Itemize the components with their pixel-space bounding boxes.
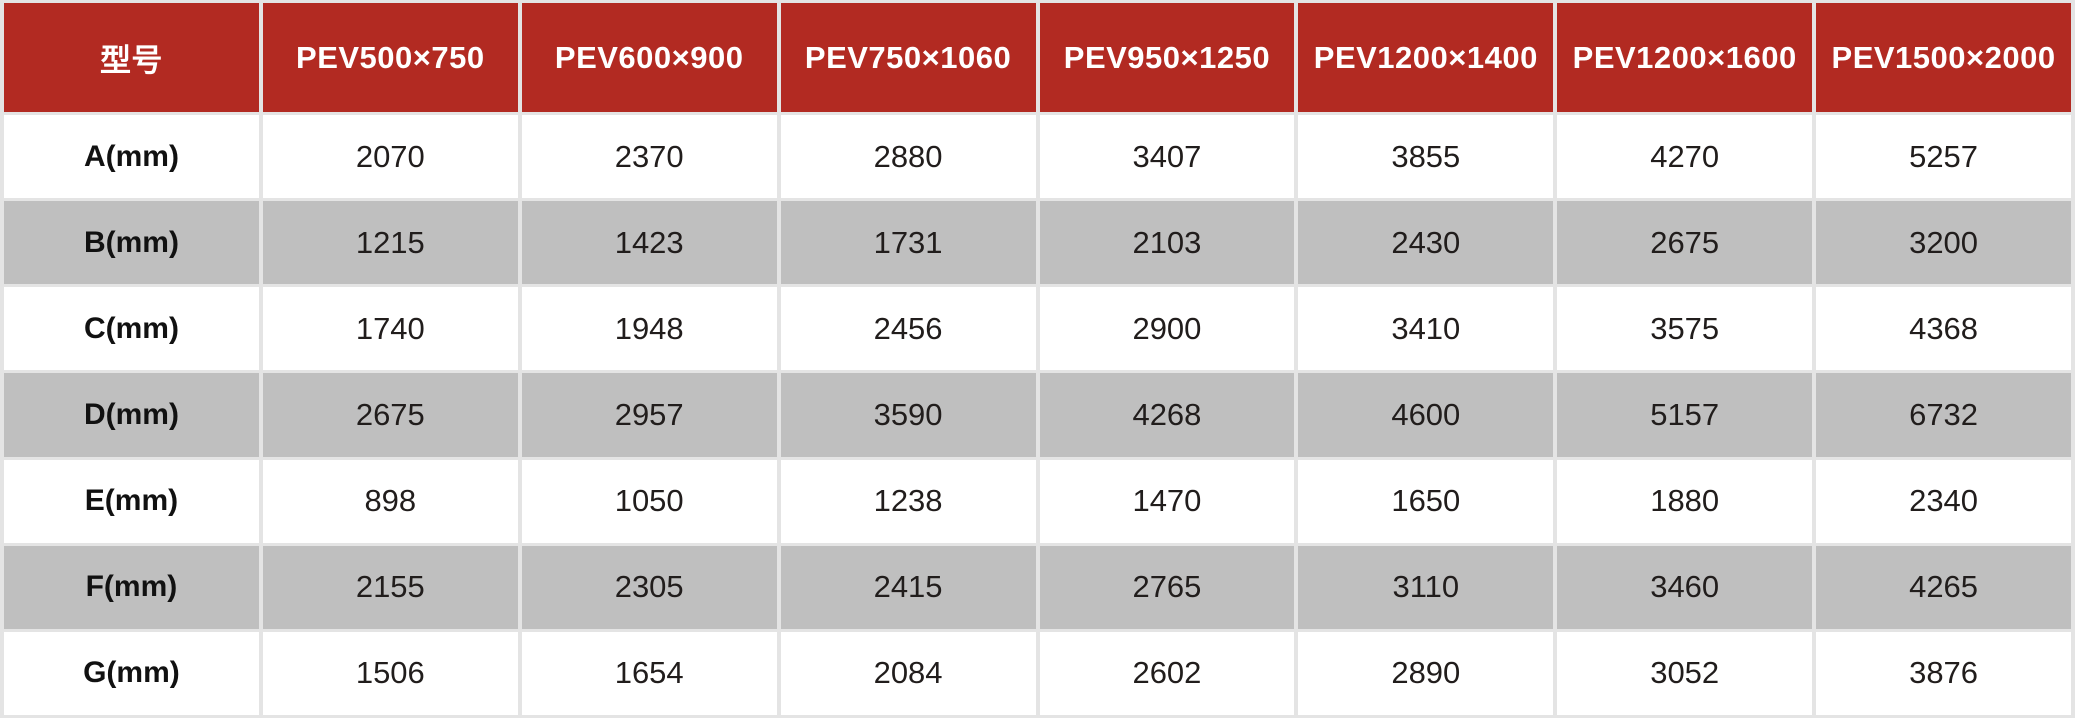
table-cell: 5157 [1557,373,1813,457]
table-cell: 1215 [262,201,518,285]
table-cell: 2900 [1039,287,1295,371]
table-cell: 2880 [780,115,1036,199]
table-cell: 2957 [521,373,777,457]
table-cell: 1650 [1298,459,1554,543]
table-row-c: C(mm) 1740 1948 2456 2900 3410 3575 4368 [4,287,2071,371]
column-header-pev500x750: PEV500×750 [262,3,518,112]
row-label: E(mm) [4,459,259,543]
table-cell: 3052 [1557,631,1813,715]
table-cell: 3590 [780,373,1036,457]
table-cell: 3855 [1298,115,1554,199]
table-cell: 3407 [1039,115,1295,199]
table-cell: 2602 [1039,631,1295,715]
table-cell: 4265 [1816,545,2071,629]
row-label: F(mm) [4,545,259,629]
table-cell: 2155 [262,545,518,629]
table-cell: 2305 [521,545,777,629]
table-cell: 2084 [780,631,1036,715]
table-cell: 2103 [1039,201,1295,285]
row-label: B(mm) [4,201,259,285]
table-cell: 4368 [1816,287,2071,371]
table-cell: 4268 [1039,373,1295,457]
table-cell: 1050 [521,459,777,543]
table-cell: 5257 [1816,115,2071,199]
table-row-f: F(mm) 2155 2305 2415 2765 3110 3460 4265 [4,545,2071,629]
table-cell: 1238 [780,459,1036,543]
row-label: D(mm) [4,373,259,457]
table-cell: 4600 [1298,373,1554,457]
table-row-d: D(mm) 2675 2957 3590 4268 4600 5157 6732 [4,373,2071,457]
table-cell: 1740 [262,287,518,371]
table-cell: 3575 [1557,287,1813,371]
table-cell: 1506 [262,631,518,715]
column-header-pev750x1060: PEV750×1060 [780,3,1036,112]
table-cell: 2070 [262,115,518,199]
row-label: G(mm) [4,631,259,715]
table-cell: 2430 [1298,201,1554,285]
table-row-a: A(mm) 2070 2370 2880 3407 3855 4270 5257 [4,115,2071,199]
table-cell: 898 [262,459,518,543]
header-row: 型号 PEV500×750 PEV600×900 PEV750×1060 PEV… [4,3,2071,112]
table-cell: 3876 [1816,631,2071,715]
table-cell: 2765 [1039,545,1295,629]
column-header-pev1200x1600: PEV1200×1600 [1557,3,1813,112]
column-header-pev1200x1400: PEV1200×1400 [1298,3,1554,112]
table-cell: 3460 [1557,545,1813,629]
table-cell: 3110 [1298,545,1554,629]
row-label: A(mm) [4,115,259,199]
table-cell: 1423 [521,201,777,285]
table-row-b: B(mm) 1215 1423 1731 2103 2430 2675 3200 [4,201,2071,285]
table-cell: 3200 [1816,201,2071,285]
row-label: C(mm) [4,287,259,371]
table-cell: 1731 [780,201,1036,285]
column-header-pev950x1250: PEV950×1250 [1039,3,1295,112]
table-cell: 2415 [780,545,1036,629]
table-cell: 2890 [1298,631,1554,715]
table-cell: 1948 [521,287,777,371]
table-cell: 4270 [1557,115,1813,199]
table-cell: 2340 [1816,459,2071,543]
column-header-model: 型号 [4,3,259,112]
table-cell: 2456 [780,287,1036,371]
table-row-e: E(mm) 898 1050 1238 1470 1650 1880 2340 [4,459,2071,543]
column-header-pev600x900: PEV600×900 [521,3,777,112]
table-row-g: G(mm) 1506 1654 2084 2602 2890 3052 3876 [4,631,2071,715]
table-cell: 1470 [1039,459,1295,543]
table-cell: 2370 [521,115,777,199]
table-cell: 3410 [1298,287,1554,371]
table-cell: 1654 [521,631,777,715]
table-cell: 1880 [1557,459,1813,543]
table-cell: 2675 [1557,201,1813,285]
table-cell: 6732 [1816,373,2071,457]
table-cell: 2675 [262,373,518,457]
column-header-pev1500x2000: PEV1500×2000 [1816,3,2071,112]
